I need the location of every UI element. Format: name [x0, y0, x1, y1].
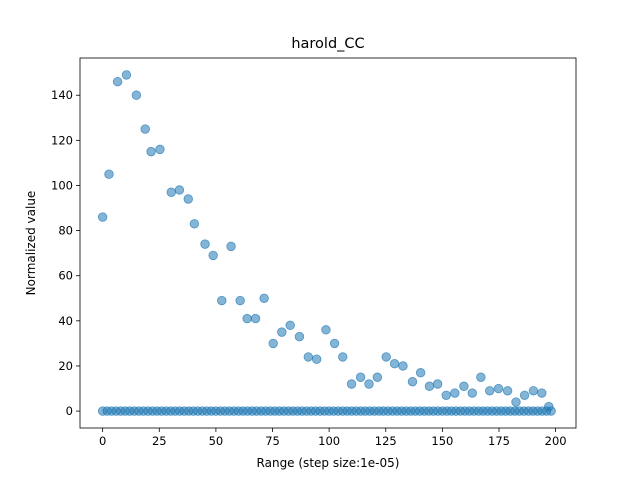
data-point-17 [242, 313, 252, 324]
data-point-21 [277, 327, 287, 337]
data-point-39 [432, 379, 443, 389]
data-point-4 [131, 90, 142, 100]
data-point-29 [346, 379, 357, 389]
data-point-13 [208, 250, 218, 261]
data-point-32 [372, 372, 383, 382]
data-point-24 [303, 352, 314, 362]
y-tick-label: 40 [58, 314, 73, 328]
data-points [97, 70, 556, 416]
x-tick-label: 175 [488, 434, 510, 448]
data-point-1 [104, 169, 114, 179]
data-point-51 [537, 388, 547, 398]
data-point-18 [250, 313, 261, 324]
data-point-40 [441, 390, 451, 400]
data-point-2 [112, 76, 123, 87]
y-tick-label: 140 [51, 88, 73, 102]
data-point-28 [338, 352, 348, 362]
x-tick-label: 100 [318, 434, 340, 448]
y-tick-label: 120 [51, 133, 73, 147]
y-axis-label: Normalized value [24, 191, 38, 296]
data-point-152 [546, 406, 556, 416]
data-point-27 [329, 338, 340, 349]
x-tick-label: 75 [265, 434, 280, 448]
data-point-9 [174, 185, 185, 195]
data-point-31 [364, 379, 374, 389]
chart-title: harold_CC [291, 36, 364, 52]
data-point-25 [311, 354, 322, 364]
data-point-34 [389, 359, 400, 369]
data-point-35 [398, 361, 408, 371]
data-point-5 [140, 124, 150, 134]
axes-frame [79, 57, 577, 429]
y-tick-label: 0 [66, 404, 73, 418]
data-point-10 [183, 194, 193, 204]
data-point-45 [485, 386, 495, 396]
data-point-8 [166, 187, 176, 197]
x-axis-label: Range (step size:1e-05) [257, 456, 400, 470]
data-point-11 [189, 219, 200, 229]
data-point-37 [415, 368, 426, 378]
data-point-14 [217, 295, 227, 306]
data-point-36 [407, 377, 418, 387]
data-point-20 [268, 338, 278, 349]
data-point-48 [511, 397, 521, 407]
y-tick-label: 100 [51, 178, 73, 192]
data-point-16 [235, 295, 245, 306]
data-point-26 [321, 325, 331, 335]
data-point-47 [502, 386, 513, 396]
data-point-30 [355, 372, 366, 382]
data-point-19 [259, 293, 269, 303]
y-tick-label: 20 [58, 359, 73, 373]
data-point-33 [381, 352, 391, 362]
data-point-15 [226, 241, 236, 252]
data-point-49 [519, 390, 530, 400]
data-point-3 [121, 70, 132, 80]
x-tick-label: 200 [545, 434, 567, 448]
data-point-46 [493, 383, 504, 394]
data-point-7 [155, 144, 165, 155]
data-point-50 [528, 386, 539, 396]
y-axis-ticks: 0 20 40 60 80 100 120 140 [51, 88, 80, 418]
x-tick-label: 125 [375, 434, 397, 448]
data-point-43 [467, 388, 477, 398]
data-point-0 [97, 212, 108, 222]
x-tick-label: 25 [152, 434, 167, 448]
x-tick-label: 50 [209, 434, 224, 448]
data-point-38 [424, 381, 435, 391]
data-point-44 [476, 372, 486, 382]
x-axis-ticks: 0 25 50 75 100 125 150 175 200 [99, 428, 567, 448]
data-point-42 [459, 381, 469, 391]
y-tick-label: 60 [58, 269, 73, 283]
x-tick-label: 0 [99, 434, 106, 448]
data-point-12 [200, 239, 210, 249]
data-point-23 [294, 331, 305, 342]
data-point-41 [450, 388, 460, 398]
x-tick-label: 150 [431, 434, 453, 448]
data-point-22 [285, 320, 295, 331]
y-tick-label: 80 [58, 224, 73, 238]
data-point-6 [146, 146, 156, 157]
